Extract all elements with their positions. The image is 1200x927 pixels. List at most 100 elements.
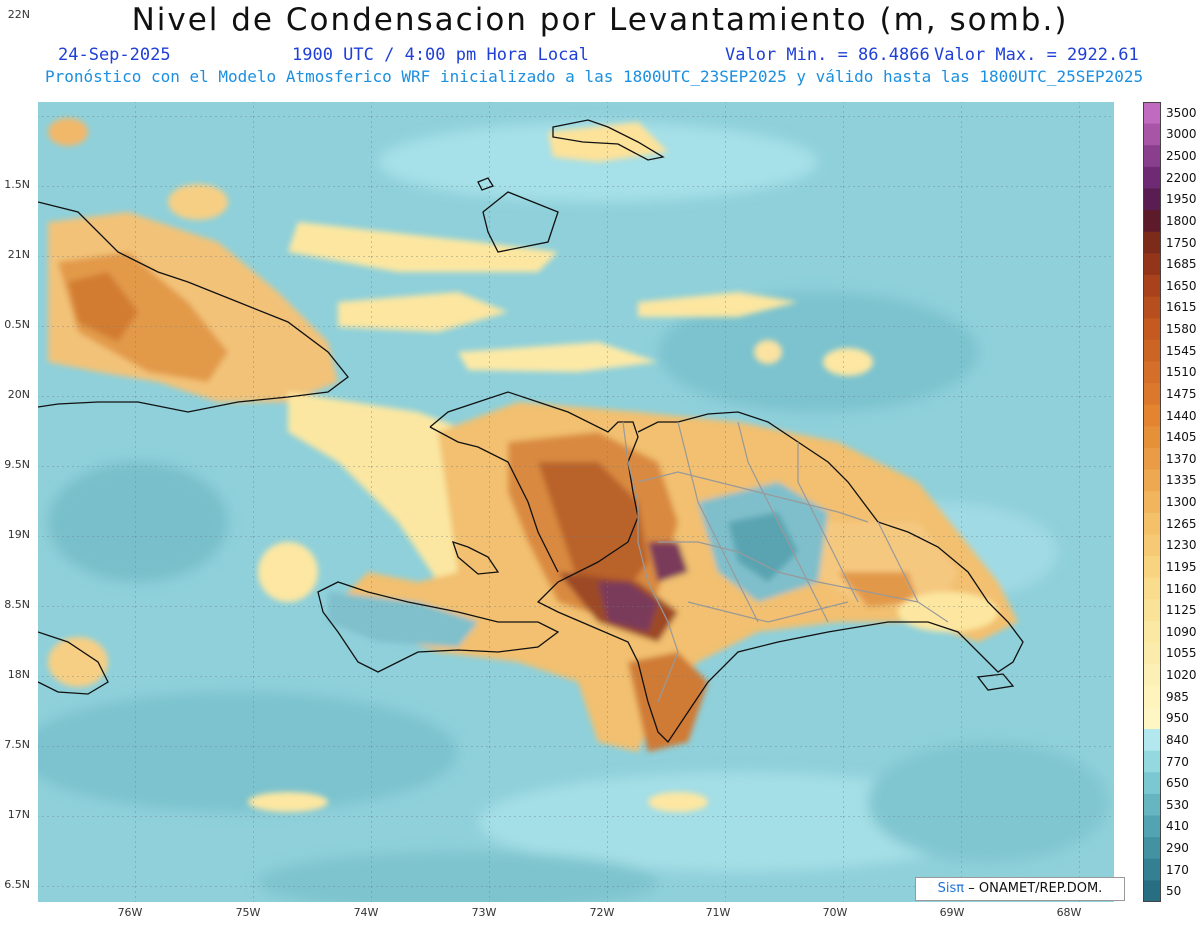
- colorbar-swatch: [1143, 231, 1161, 254]
- colorbar-swatch: [1143, 447, 1161, 471]
- lon-label-68w: 68W: [1056, 906, 1082, 919]
- valid-time: 1900 UTC / 4:00 pm Hora Local: [292, 45, 589, 65]
- lon-label-73w: 73W: [471, 906, 497, 919]
- colorbar-swatch: [1143, 274, 1161, 298]
- colorbar-swatch: [1143, 318, 1161, 341]
- colorbar-swatch: [1143, 556, 1161, 579]
- colorbar-label: 1750: [1166, 235, 1197, 250]
- lat-label-21n: 21N: [7, 248, 30, 261]
- colorbar-label: 530: [1166, 797, 1189, 812]
- lon-label-71w: 71W: [705, 906, 731, 919]
- lon-label-74w: 74W: [353, 906, 379, 919]
- colorbar-swatch: [1143, 361, 1161, 384]
- colorbar-label: 1685: [1166, 257, 1197, 272]
- lon-label-75w: 75W: [235, 906, 261, 919]
- credit-box: Sisπ – ONAMET/REP.DOM.: [915, 877, 1125, 901]
- colorbar-label: 2200: [1166, 170, 1197, 185]
- colorbar-label: 840: [1166, 732, 1189, 747]
- colorbar-label: 1545: [1166, 343, 1197, 358]
- map-title: Nivel de Condensacion por Levantamiento …: [131, 2, 1069, 38]
- colorbar-label: 1800: [1166, 213, 1197, 228]
- colorbar-swatch: [1143, 512, 1161, 535]
- colorbar-swatch: [1143, 729, 1161, 752]
- colorbar-label: 1195: [1166, 559, 1197, 574]
- colorbar-swatch: [1143, 404, 1161, 427]
- colorbar-label: 1950: [1166, 192, 1197, 207]
- colorbar-swatch: [1143, 793, 1161, 817]
- min-value: Valor Min. = 86.4866: [725, 45, 930, 65]
- province-borders: [622, 421, 949, 703]
- lat-label-16-5n: 6.5N: [4, 878, 30, 891]
- lat-label-17n: 17N: [7, 808, 30, 821]
- colorbar-label: 650: [1166, 776, 1189, 791]
- colorbar-swatch: [1143, 491, 1161, 514]
- lat-label-20-5n: 0.5N: [4, 318, 30, 331]
- lon-label-69w: 69W: [939, 906, 965, 919]
- colorbar-swatch: [1143, 707, 1161, 730]
- colorbar-label: 1580: [1166, 322, 1197, 336]
- colorbar-label: 1160: [1166, 581, 1197, 596]
- model-info: Pronóstico con el Modelo Atmosferico WRF…: [45, 67, 1144, 86]
- colorbar-swatch: [1143, 815, 1161, 838]
- colorbar-swatch: [1143, 210, 1161, 233]
- credit-text: – ONAMET/REP.DOM.: [968, 881, 1103, 896]
- colorbar-swatch: [1143, 664, 1161, 687]
- colorbar-label: 3000: [1166, 127, 1197, 142]
- colorbar-label: 1510: [1166, 365, 1197, 380]
- lat-label-22n: 22N: [7, 8, 30, 21]
- colorbar-swatch: [1143, 880, 1161, 902]
- colorbar-swatch: [1143, 166, 1161, 189]
- colorbar-swatch: [1143, 383, 1161, 406]
- lat-label-21-5n: 1.5N: [4, 178, 30, 191]
- colorbar-label: 410: [1166, 819, 1189, 834]
- credit-brand: Sisπ: [937, 881, 965, 896]
- lon-label-76w: 76W: [117, 906, 143, 919]
- colorbar-label: 770: [1166, 754, 1189, 769]
- colorbar-label: 2500: [1166, 149, 1197, 164]
- colorbar-label: 1615: [1166, 300, 1197, 315]
- colorbar-label: 1265: [1166, 516, 1197, 531]
- colorbar-label: 1020: [1166, 668, 1197, 682]
- colorbar-swatch: [1143, 253, 1161, 276]
- lat-label-18-5n: 8.5N: [4, 598, 30, 611]
- colorbar-swatch: [1143, 469, 1161, 492]
- colorbar-label: 1405: [1166, 430, 1197, 445]
- colorbar: [1143, 102, 1161, 902]
- colorbar-label: 950: [1166, 711, 1189, 726]
- lon-label-70w: 70W: [822, 906, 848, 919]
- colorbar-label: 290: [1166, 840, 1189, 855]
- lat-label-18n: 18N: [7, 668, 30, 681]
- colorbar-swatch: [1143, 426, 1161, 449]
- colorbar-swatch: [1143, 188, 1161, 211]
- colorbar-label: 1300: [1166, 495, 1197, 509]
- max-value: Valor Max. = 2922.61: [934, 45, 1139, 65]
- lcl-map: [38, 102, 1114, 902]
- colorbar-swatch: [1143, 145, 1161, 168]
- colorbar-label: 1090: [1166, 624, 1197, 639]
- colorbar-swatch: [1143, 772, 1161, 795]
- lat-label-17-5n: 7.5N: [4, 738, 30, 751]
- lon-label-72w: 72W: [589, 906, 615, 919]
- colorbar-swatch: [1143, 599, 1161, 622]
- colorbar-label: 985: [1166, 689, 1189, 704]
- colorbar-label: 1475: [1166, 386, 1197, 401]
- colorbar-swatch: [1143, 339, 1161, 362]
- colorbar-label: 1370: [1166, 451, 1197, 466]
- colorbar-swatch: [1143, 750, 1161, 773]
- colorbar-label: 1055: [1166, 646, 1197, 661]
- colorbar-label: 1335: [1166, 473, 1197, 488]
- colorbar-label: 1125: [1166, 603, 1197, 618]
- colorbar-label: 1650: [1166, 278, 1197, 293]
- colorbar-swatch: [1143, 642, 1161, 665]
- colorbar-swatch: [1143, 858, 1161, 881]
- lat-label-19n: 19N: [7, 528, 30, 541]
- lat-label-19-5n: 9.5N: [4, 458, 30, 471]
- colorbar-swatch: [1143, 296, 1161, 319]
- colorbar-border: [1143, 102, 1161, 902]
- coastlines: [38, 119, 1024, 744]
- lat-label-20n: 20N: [7, 388, 30, 401]
- valid-date: 24-Sep-2025: [58, 45, 171, 65]
- colorbar-swatch: [1143, 534, 1161, 557]
- colorbar-swatch: [1143, 577, 1161, 600]
- colorbar-swatch: [1143, 123, 1161, 146]
